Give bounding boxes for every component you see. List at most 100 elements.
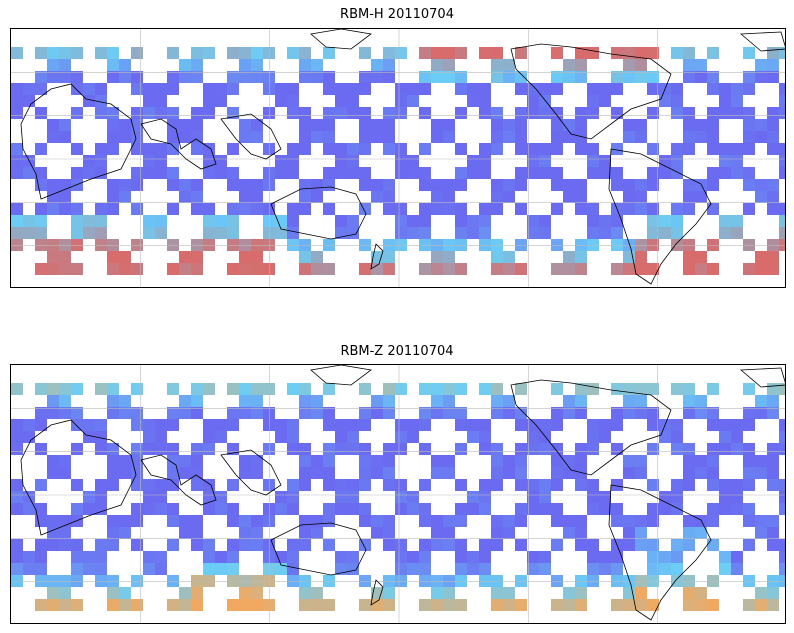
swath-cell [95, 491, 107, 503]
swath-cell [323, 503, 335, 515]
swath-cell [107, 407, 119, 419]
swath-cell [635, 515, 647, 527]
swath-cell [359, 47, 371, 59]
swath-cell [647, 407, 659, 419]
swath-cell [431, 587, 443, 599]
swath-cell [431, 455, 443, 467]
swath-cell [707, 383, 719, 395]
swath-cell [347, 419, 359, 431]
swath-cell [323, 167, 335, 179]
swath-cell [143, 143, 155, 155]
swath-cell [383, 383, 395, 395]
swath-cell [143, 83, 155, 95]
swath-cell [131, 503, 143, 515]
swath-cell [599, 431, 611, 443]
swath-cell [359, 443, 371, 455]
swath-cell [143, 479, 155, 491]
swath-cell [515, 83, 527, 95]
swath-cell [479, 215, 491, 227]
swath-cell [491, 407, 503, 419]
swath-cell [11, 479, 23, 491]
swath-cell [623, 539, 635, 551]
swath-cell [731, 155, 743, 167]
swath-cell [335, 431, 347, 443]
swath-cell [95, 203, 107, 215]
swath-cell [515, 107, 527, 119]
swath-cell [431, 119, 443, 131]
swath-cell [371, 71, 383, 83]
swath-cell [335, 83, 347, 95]
swath-cell [323, 467, 335, 479]
swath-cell [191, 455, 203, 467]
swath-cell [107, 179, 119, 191]
coastline-path [20, 83, 137, 200]
swath-cell [611, 443, 623, 455]
swath-cell [683, 131, 695, 143]
swath-cell [635, 455, 647, 467]
swath-cell [131, 455, 143, 467]
swath-cell [47, 179, 59, 191]
swath-cell [491, 467, 503, 479]
swath-cell [299, 575, 311, 587]
swath-cell [671, 443, 683, 455]
swath-cell [419, 179, 431, 191]
swath-cell [167, 443, 179, 455]
swath-cell [59, 527, 71, 539]
swath-cell [659, 215, 671, 227]
swath-cell [743, 107, 755, 119]
swath-cell [83, 155, 95, 167]
swath-cell [239, 575, 251, 587]
swath-cell [575, 599, 587, 611]
swath-cell [659, 167, 671, 179]
swath-cell [779, 491, 785, 503]
swath-cell [131, 179, 143, 191]
swath-cell [683, 251, 695, 263]
swath-cell [23, 95, 35, 107]
swath-cell [335, 107, 347, 119]
graticule [11, 365, 785, 623]
swath-cell [731, 551, 743, 563]
swath-cell [119, 599, 131, 611]
swath-cell [431, 527, 443, 539]
swath-cell [671, 431, 683, 443]
swath-cell [503, 59, 515, 71]
swath-cell [767, 539, 779, 551]
swath-cell [323, 443, 335, 455]
swath-cell [779, 239, 785, 251]
swath-cell [311, 131, 323, 143]
swath-cell [683, 515, 695, 527]
swath-cell [719, 431, 731, 443]
swath-cell [119, 515, 131, 527]
swath-cell [71, 407, 83, 419]
swath-cell [623, 383, 635, 395]
swath-cell [755, 131, 767, 143]
swath-cell [143, 167, 155, 179]
coastline-path [310, 365, 372, 386]
swath-cell [503, 515, 515, 527]
swath-cell [671, 107, 683, 119]
swath-cell [515, 479, 527, 491]
swath-cell [167, 107, 179, 119]
swath-cell [503, 587, 515, 599]
swath-cell [527, 155, 539, 167]
swath-cell [11, 143, 23, 155]
swath-cell [647, 227, 659, 239]
swath-cell [767, 467, 779, 479]
swath-cell [191, 599, 203, 611]
swath-cell [335, 419, 347, 431]
swath-cell [743, 503, 755, 515]
swath-cell [647, 575, 659, 587]
swath-cell [107, 119, 119, 131]
swath-cell [95, 239, 107, 251]
swath-cell [239, 47, 251, 59]
swath-cell [515, 239, 527, 251]
map-panel-rbm-z [10, 364, 786, 624]
swath-cell [119, 407, 131, 419]
swath-cell [587, 215, 599, 227]
swath-cell [719, 551, 731, 563]
swath-cell [743, 479, 755, 491]
swath-cell [95, 143, 107, 155]
swath-cell [239, 59, 251, 71]
swath-cell [179, 527, 191, 539]
swath-cell [359, 503, 371, 515]
